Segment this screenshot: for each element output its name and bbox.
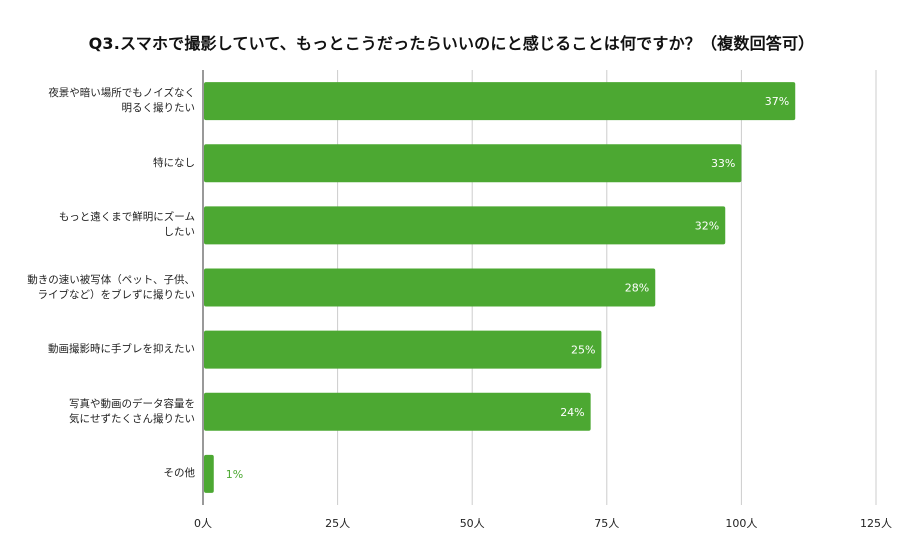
category-label-line: 夜景や暗い場所でもノイズなく xyxy=(48,87,195,100)
bar xyxy=(204,268,656,307)
bar xyxy=(204,144,742,183)
x-tick-label: 0人 xyxy=(194,517,212,530)
category-label-line: 気にせずたくさん撮りたい xyxy=(69,412,195,425)
data-label: 28% xyxy=(625,282,649,295)
category-label: 写真や動画のデータ容量を 気にせずたくさん撮りたい xyxy=(0,397,195,427)
category-label: 動画撮影時に手ブレを抑えたい xyxy=(0,342,195,357)
category-label-line: 明るく撮りたい xyxy=(121,102,196,115)
category-label-line: 特になし xyxy=(153,156,195,169)
x-tick-label: 75人 xyxy=(594,517,619,530)
category-label: 夜景や暗い場所でもノイズなく明るく撮りたい xyxy=(0,86,195,116)
data-label: 37% xyxy=(765,95,789,108)
data-label: 32% xyxy=(695,219,719,232)
bar xyxy=(204,454,214,493)
data-label: 24% xyxy=(560,406,584,419)
chart-title: Q3.スマホで撮影していて、もっとこうだったらいいのにと感じることは何ですか？（… xyxy=(88,34,815,53)
data-label: 1% xyxy=(226,468,243,481)
category-label: 特になし xyxy=(0,156,195,171)
x-tick-label: 25人 xyxy=(325,517,350,530)
category-label: その他 xyxy=(0,466,196,481)
bar xyxy=(204,330,602,369)
bar xyxy=(204,392,591,431)
category-label-line: したい xyxy=(163,226,196,239)
category-label: 動きの速い被写体（ペット、子供、ライブなど）をブレずに撮りたい xyxy=(0,273,195,303)
x-tick-label: 125人 xyxy=(860,517,892,530)
category-label-line: もっと遠くまで鮮明にズーム xyxy=(58,211,195,224)
category-label-line: 動きの速い被写体（ペット、子供、 xyxy=(27,273,195,286)
x-tick-label: 50人 xyxy=(460,517,485,530)
x-tick-label: 100人 xyxy=(725,517,757,530)
data-label: 25% xyxy=(571,344,595,357)
category-label: もっと遠くまで鮮明にズームしたい xyxy=(0,210,195,240)
category-label-line: 動画撮影時に手ブレを抑えたい xyxy=(48,343,195,356)
data-label: 33% xyxy=(711,157,735,170)
category-label-line: その他 xyxy=(163,467,196,480)
bar xyxy=(204,206,726,245)
category-label-line: 写真や動画のデータ容量を xyxy=(69,397,195,410)
bar xyxy=(204,82,796,121)
category-label-line: ライブなど）をブレずに撮りたい xyxy=(37,288,196,301)
